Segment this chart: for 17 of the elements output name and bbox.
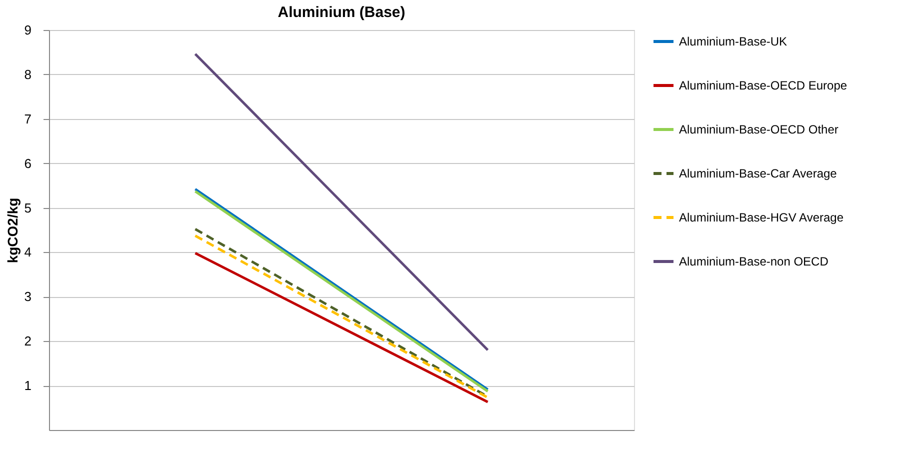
- y-tick-label: 1: [24, 378, 32, 394]
- y-tick-label: 2: [24, 334, 32, 349]
- y-tick-label: 8: [24, 66, 32, 82]
- legend-label: Aluminium-Base-OECD Other: [679, 122, 838, 136]
- y-tick-label: 5: [24, 200, 32, 216]
- y-axis-title: kgCO2/kg: [4, 198, 20, 264]
- legend-label: Aluminium-Base-UK: [679, 34, 788, 48]
- y-tick-label: 4: [24, 244, 32, 260]
- y-tick-label: 7: [24, 111, 32, 126]
- legend-label: Aluminium-Base-non OECD: [679, 254, 829, 268]
- y-tick-label: 3: [24, 289, 32, 304]
- legend-label: Aluminium-Base-HGV Average: [679, 210, 844, 224]
- legend-label: Aluminium-Base-Car Average: [679, 166, 838, 180]
- chart-title: Aluminium (Base): [278, 4, 406, 21]
- y-tick-label: 6: [24, 156, 32, 171]
- y-tick-label: 9: [24, 22, 32, 38]
- legend-label: Aluminium-Base-OECD Europe: [679, 78, 848, 92]
